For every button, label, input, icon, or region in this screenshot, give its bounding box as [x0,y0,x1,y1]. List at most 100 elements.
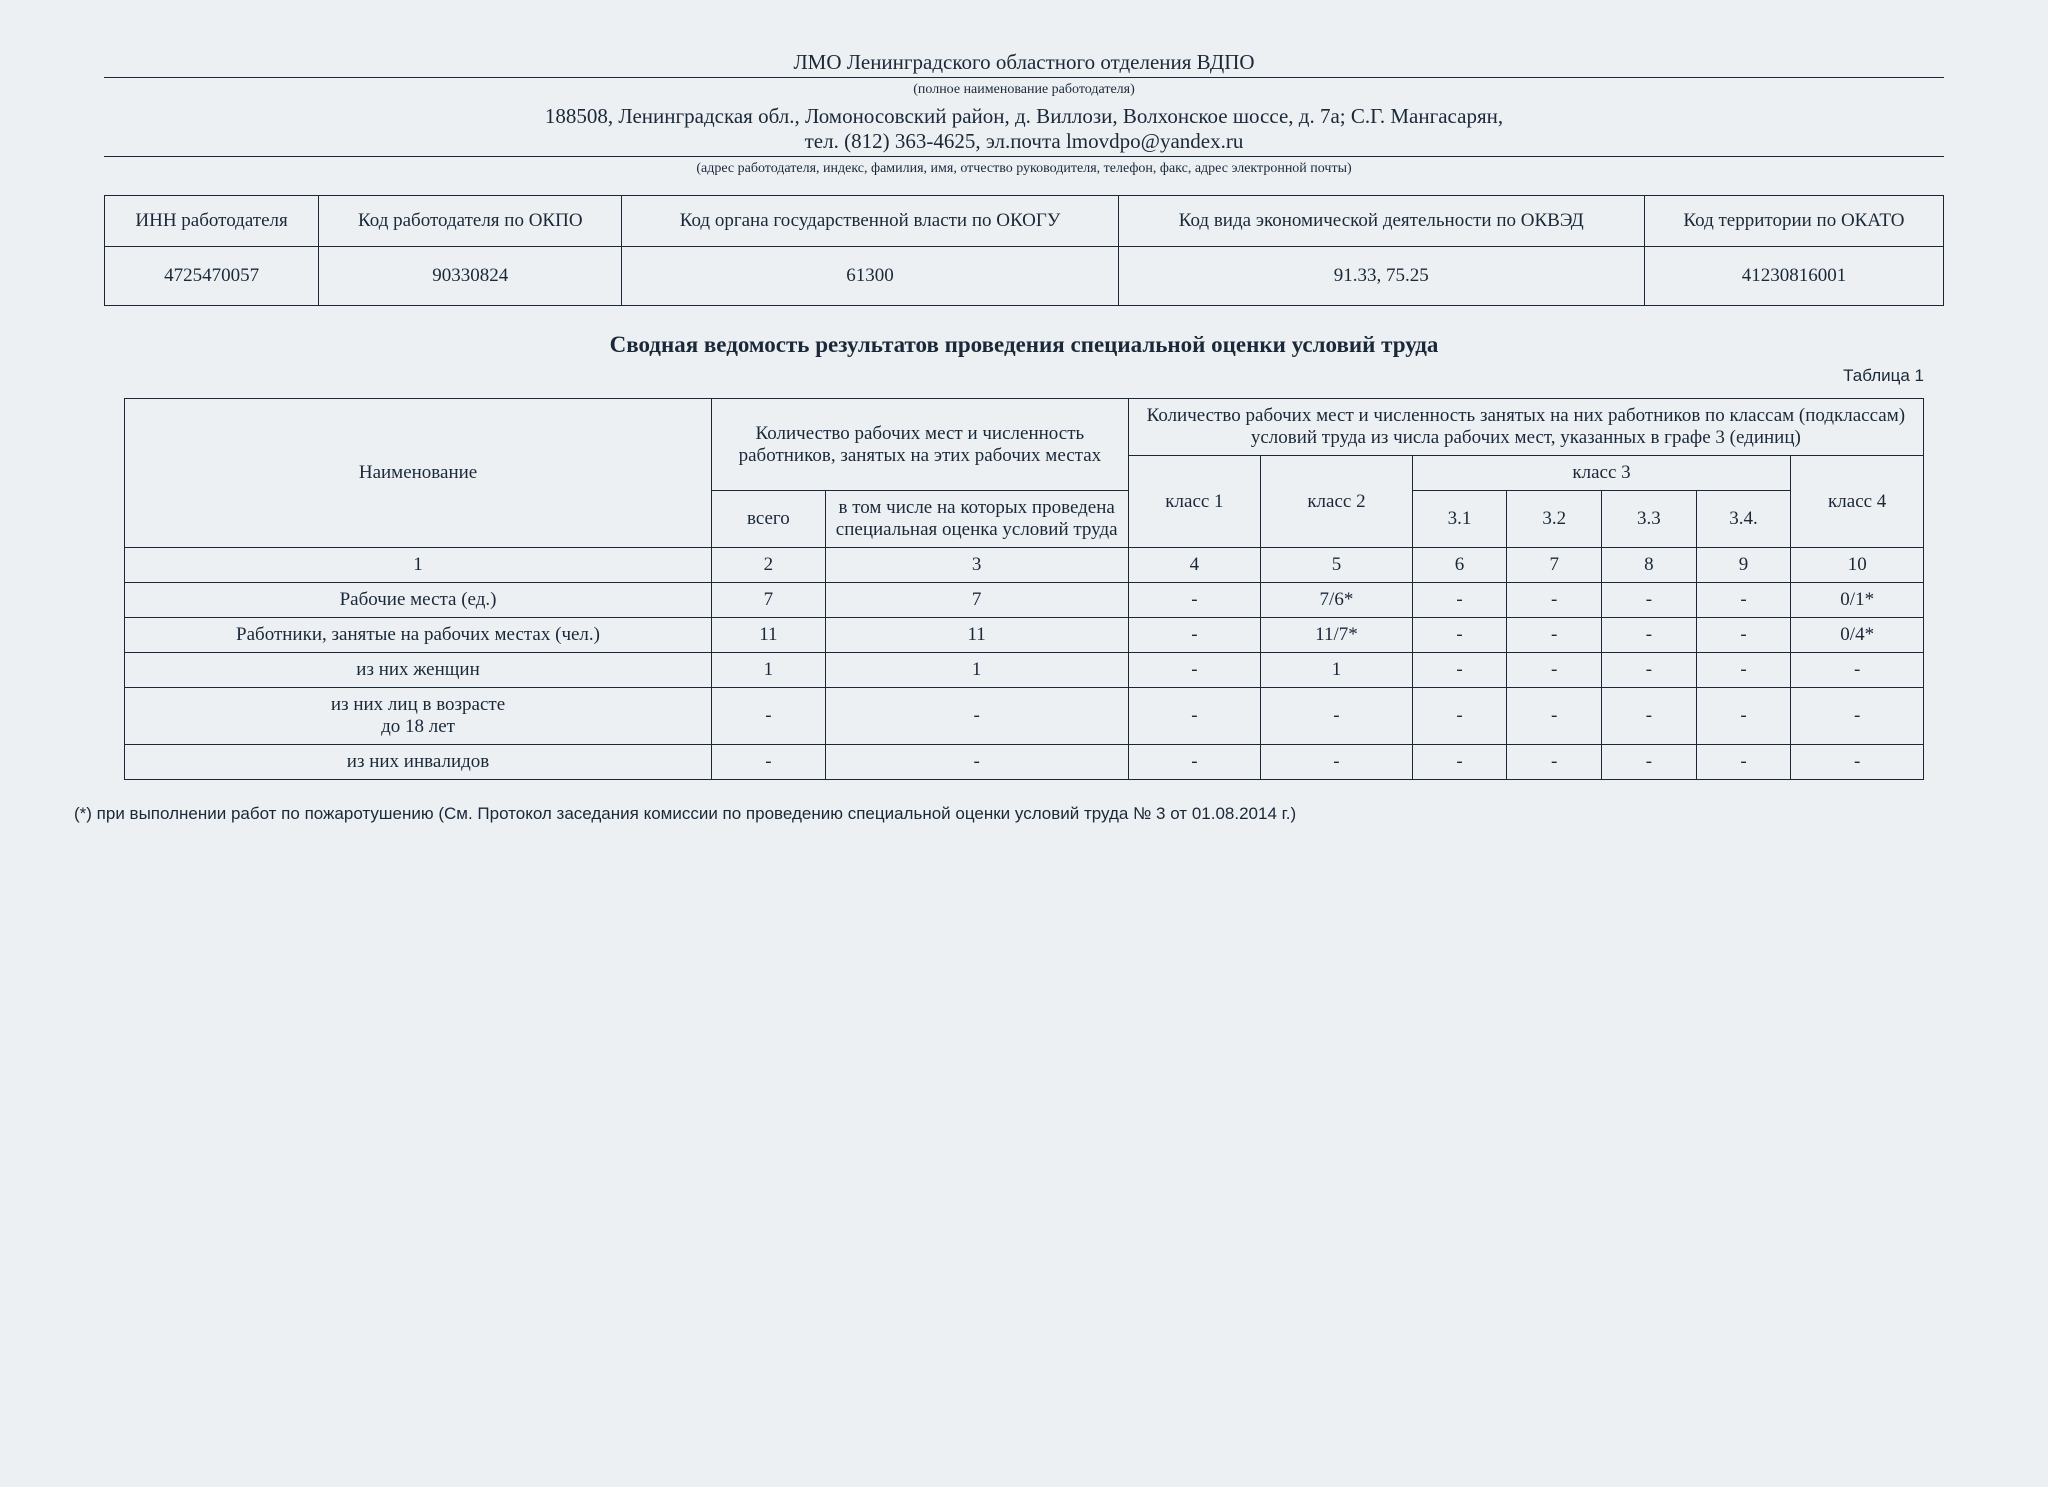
colnum: 6 [1412,548,1507,583]
colnum: 2 [712,548,826,583]
row-name: Работники, занятые на рабочих местах (че… [125,618,712,653]
th-assessed: в том числе на которых проведена специал… [825,491,1128,548]
th-vsego: всего [712,491,826,548]
colnum: 10 [1791,548,1924,583]
th-32: 3.2 [1507,491,1602,548]
cell: - [1602,653,1697,688]
cell: 11 [712,618,826,653]
th-count-block: Количество рабочих мест и численность ра… [712,399,1129,491]
org-name: ЛМО Ленинградского областного отделения … [104,50,1944,78]
th-k4: класс 4 [1791,456,1924,548]
main-table: Наименование Количество рабочих мест и ч… [124,398,1924,780]
colnum: 4 [1128,548,1261,583]
cell: - [1507,583,1602,618]
cell: - [1261,688,1412,745]
th-31: 3.1 [1412,491,1507,548]
colnum: 1 [125,548,712,583]
main-table-body: Рабочие места (ед.)77-7/6*----0/1*Работн… [125,583,1924,780]
cell: - [825,745,1128,780]
cell: - [1791,653,1924,688]
cell: - [1128,745,1261,780]
cell: - [1507,653,1602,688]
main-title: Сводная ведомость результатов проведения… [64,332,1984,358]
td-okved: 91.33, 75.25 [1118,247,1644,306]
cell: - [825,688,1128,745]
th-k1: класс 1 [1128,456,1261,548]
cell: - [1696,618,1791,653]
cell: 1 [1261,653,1412,688]
cell: - [1602,745,1697,780]
footnote: (*) при выполнении работ по пожаротушени… [74,804,1974,824]
address-caption: (адрес работодателя, индекс, фамилия, им… [64,161,1984,177]
cell: - [1696,653,1791,688]
table-row: Наименование Количество рабочих мест и ч… [125,399,1924,456]
th-inn: ИНН работодателя [105,196,319,247]
colnum: 9 [1696,548,1791,583]
cell: - [1128,583,1261,618]
cell: - [1412,653,1507,688]
cell: - [1602,583,1697,618]
cell: 7 [825,583,1128,618]
cell: - [1696,583,1791,618]
cell: - [1507,688,1602,745]
cell: - [1602,688,1697,745]
td-okpo: 90330824 [319,247,622,306]
table-row: из них лиц в возрастедо 18 лет--------- [125,688,1924,745]
colnum: 5 [1261,548,1412,583]
cell: 1 [825,653,1128,688]
table-row: из них инвалидов--------- [125,745,1924,780]
td-inn: 4725470057 [105,247,319,306]
cell: 11 [825,618,1128,653]
th-okato: Код территории по ОКАТО [1644,196,1943,247]
cell: - [1412,583,1507,618]
cell: - [1128,653,1261,688]
cell: - [712,688,826,745]
cell: 7/6* [1261,583,1412,618]
th-name: Наименование [125,399,712,548]
colnum: 8 [1602,548,1697,583]
th-33: 3.3 [1602,491,1697,548]
th-34: 3.4. [1696,491,1791,548]
cell: - [1128,618,1261,653]
th-class-block: Количество рабочих мест и численность за… [1128,399,1923,456]
td-okato: 41230816001 [1644,247,1943,306]
th-k2: класс 2 [1261,456,1412,548]
cell: - [1791,688,1924,745]
row-name: из них лиц в возрастедо 18 лет [125,688,712,745]
th-okved: Код вида экономической деятельности по О… [1118,196,1644,247]
th-okogu: Код органа государственной власти по ОКО… [622,196,1118,247]
codes-table: ИНН работодателя Код работодателя по ОКП… [104,195,1944,306]
header-block: ЛМО Ленинградского областного отделения … [64,50,1984,177]
cell: - [1507,745,1602,780]
cell: 0/4* [1791,618,1924,653]
cell: 1 [712,653,826,688]
table-row: Рабочие места (ед.)77-7/6*----0/1* [125,583,1924,618]
colnum: 3 [825,548,1128,583]
cell: - [1696,745,1791,780]
cell: 0/1* [1791,583,1924,618]
org-caption: (полное наименование работодателя) [64,82,1984,98]
cell: - [1791,745,1924,780]
address-line: 188508, Ленинградская обл., Ломоносовски… [104,104,1944,157]
document-page: ЛМО Ленинградского областного отделения … [64,50,1984,824]
cell: - [1261,745,1412,780]
table-label: Таблица 1 [64,366,1924,386]
th-okpo: Код работодателя по ОКПО [319,196,622,247]
table-row: Работники, занятые на рабочих местах (че… [125,618,1924,653]
table-row: 4725470057 90330824 61300 91.33, 75.25 4… [105,247,1944,306]
cell: - [712,745,826,780]
cell: 11/7* [1261,618,1412,653]
cell: 7 [712,583,826,618]
row-name: Рабочие места (ед.) [125,583,712,618]
row-name: из них женщин [125,653,712,688]
th-k3: класс 3 [1412,456,1791,491]
table-row: из них женщин11-1----- [125,653,1924,688]
cell: - [1128,688,1261,745]
table-row: ИНН работодателя Код работодателя по ОКП… [105,196,1944,247]
cell: - [1412,618,1507,653]
cell: - [1412,745,1507,780]
cell: - [1696,688,1791,745]
row-name: из них инвалидов [125,745,712,780]
cell: - [1412,688,1507,745]
td-okogu: 61300 [622,247,1118,306]
